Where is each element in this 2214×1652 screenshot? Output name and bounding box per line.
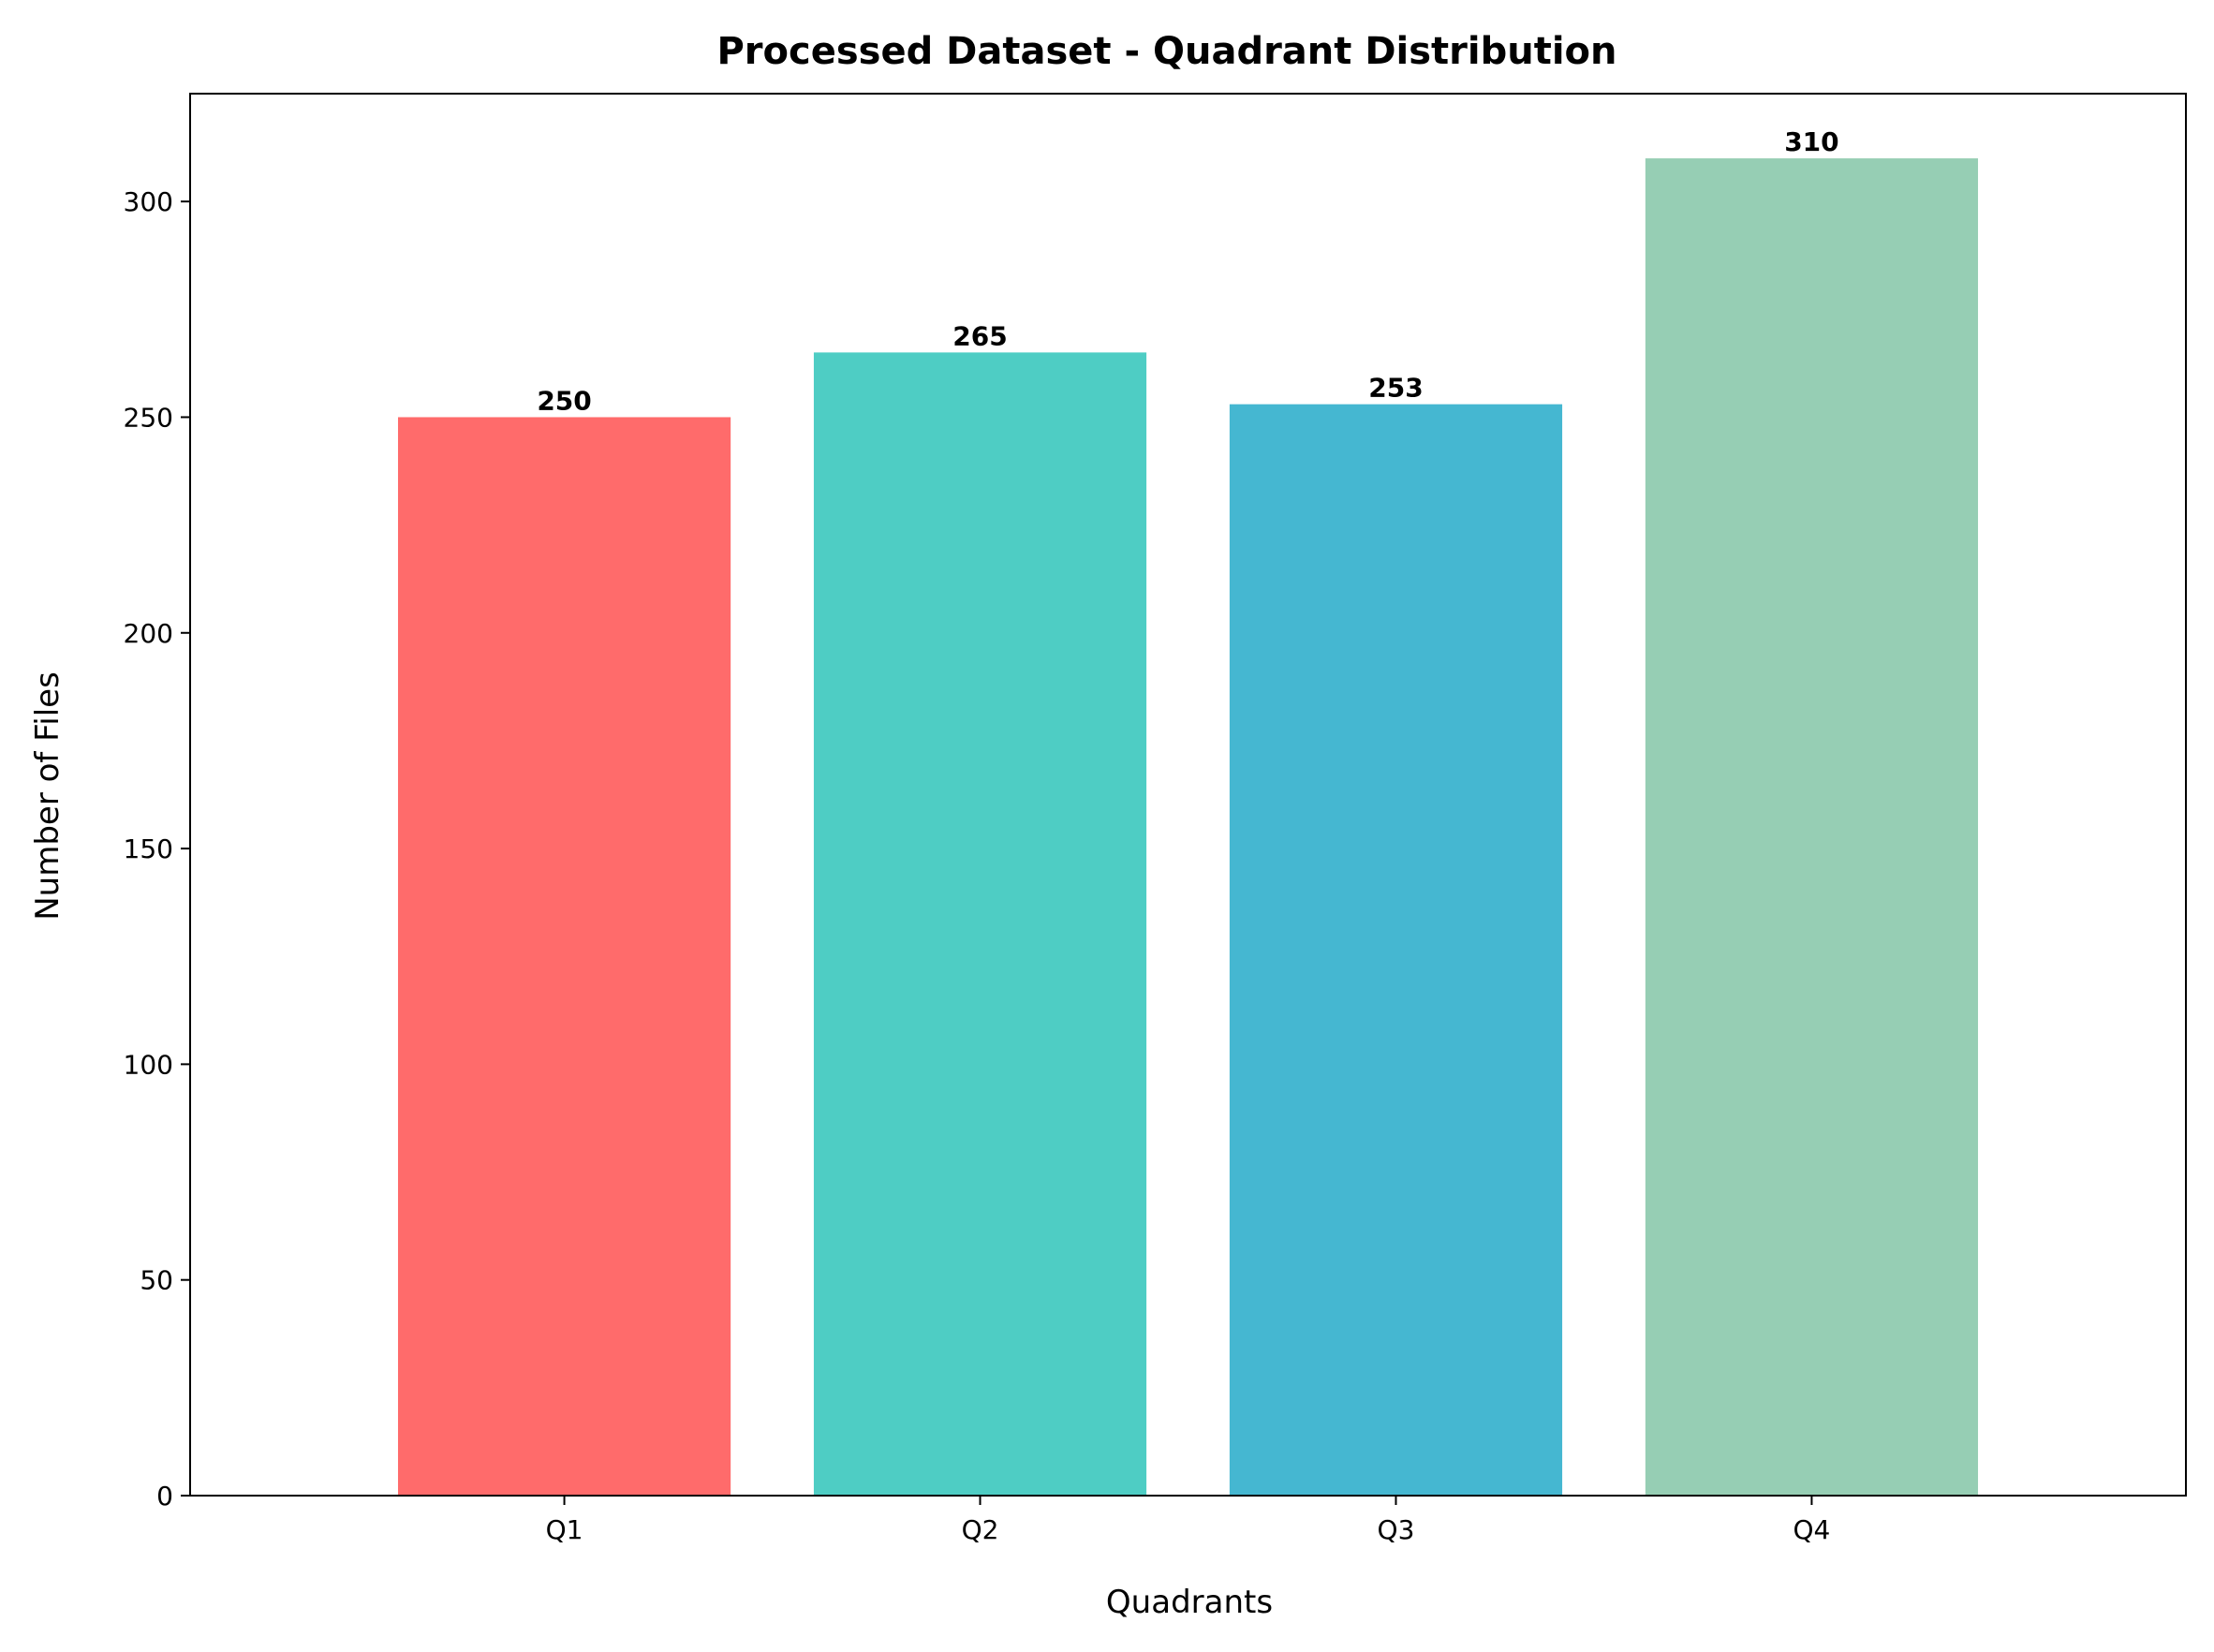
data-label-q2: 265 bbox=[952, 320, 1007, 351]
data-label-q4: 310 bbox=[1784, 126, 1838, 157]
data-labels-group: 250 265 253 310 bbox=[537, 126, 1838, 416]
bar-q2 bbox=[813, 352, 1147, 1496]
y-axis: 0 50 100 150 200 250 300 bbox=[124, 186, 190, 1512]
y-axis-label: Number of Files bbox=[29, 671, 66, 921]
y-tick-label-100: 100 bbox=[124, 1049, 173, 1080]
y-tick-label-50: 50 bbox=[140, 1265, 173, 1296]
y-tick-label-150: 150 bbox=[124, 833, 173, 864]
x-axis: Q1 Q2 Q3 Q4 bbox=[546, 1496, 1831, 1545]
x-tick-label-q1: Q1 bbox=[546, 1514, 583, 1545]
x-axis-label: Quadrants bbox=[1106, 1584, 1273, 1621]
y-tick-label-250: 250 bbox=[124, 402, 173, 433]
bar-q3 bbox=[1229, 404, 1563, 1496]
x-tick-label-q4: Q4 bbox=[1793, 1514, 1831, 1545]
y-tick-label-300: 300 bbox=[124, 186, 173, 217]
plot-area-frame bbox=[189, 93, 2187, 1497]
y-tick-label-200: 200 bbox=[124, 618, 173, 649]
x-tick-label-q2: Q2 bbox=[962, 1514, 999, 1545]
data-label-q3: 253 bbox=[1368, 373, 1423, 404]
chart-title: Processed Dataset - Quadrant Distributio… bbox=[716, 30, 1616, 73]
bars-group bbox=[397, 158, 1979, 1497]
y-tick-label-0: 0 bbox=[156, 1481, 173, 1512]
bar-q4 bbox=[1645, 158, 1979, 1497]
data-label-q1: 250 bbox=[537, 385, 591, 416]
bar-q1 bbox=[397, 417, 731, 1496]
x-tick-label-q3: Q3 bbox=[1378, 1514, 1415, 1545]
